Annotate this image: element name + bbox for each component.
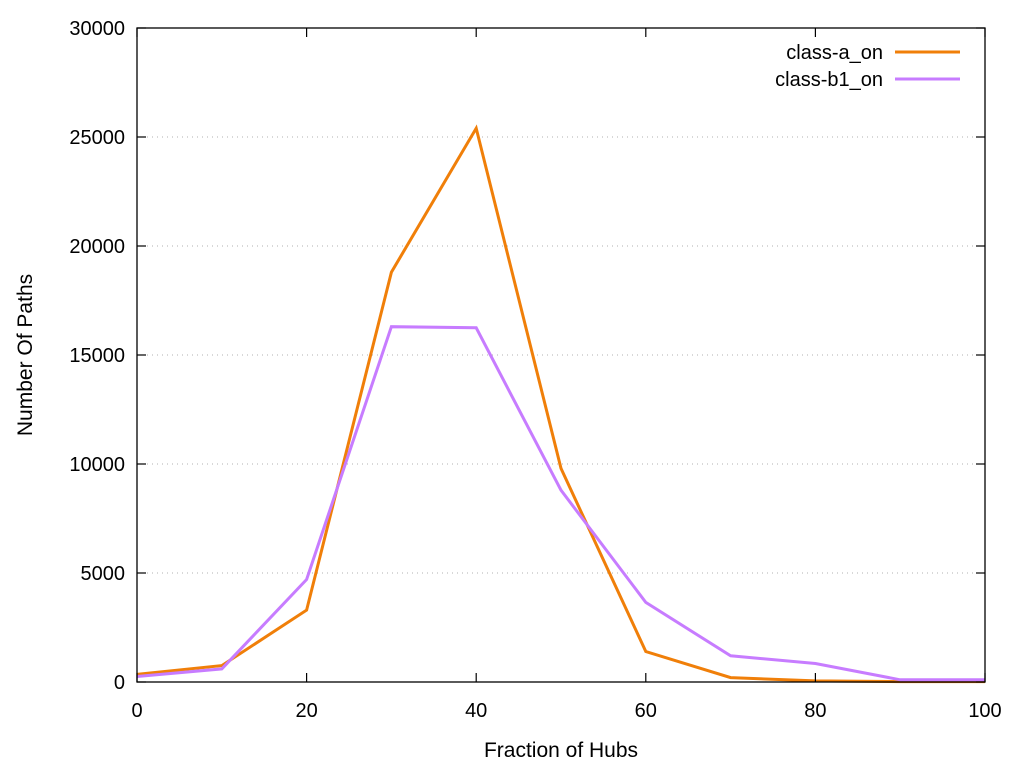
- y-tick-labels: 0 5000 10000 15000 20000 25000 30000: [69, 18, 125, 694]
- grid-lines: [137, 136, 985, 574]
- series-line-class-b1_on: [136, 325, 985, 682]
- y-tick-label: 5000: [81, 563, 126, 585]
- x-tick-label: 100: [968, 700, 1001, 722]
- series-lines: [136, 124, 985, 684]
- x-tick-label: 0: [131, 700, 142, 722]
- y-tick-label: 0: [114, 672, 125, 694]
- y-tick-label: 10000: [69, 454, 125, 476]
- x-axis-label: Fraction of Hubs: [484, 739, 638, 762]
- y-tick-label: 30000: [69, 18, 125, 40]
- y-tick-label: 15000: [69, 345, 125, 367]
- legend: class-a_on class-b1_on: [775, 42, 960, 91]
- x-tick-label: 60: [635, 700, 657, 722]
- legend-label: class-a_on: [786, 42, 883, 64]
- x-tick-label: 40: [465, 700, 487, 722]
- x-tick-labels: 0 20 40 60 80 100: [131, 700, 1001, 722]
- legend-label: class-b1_on: [775, 69, 883, 91]
- y-tick-label: 20000: [69, 236, 125, 258]
- axis-ticks: [136, 27, 986, 683]
- y-axis-label: Number Of Paths: [14, 274, 37, 436]
- x-tick-label: 80: [804, 700, 826, 722]
- series-line-class-a_on: [136, 124, 985, 684]
- y-tick-label: 25000: [69, 127, 125, 149]
- x-tick-label: 20: [295, 700, 317, 722]
